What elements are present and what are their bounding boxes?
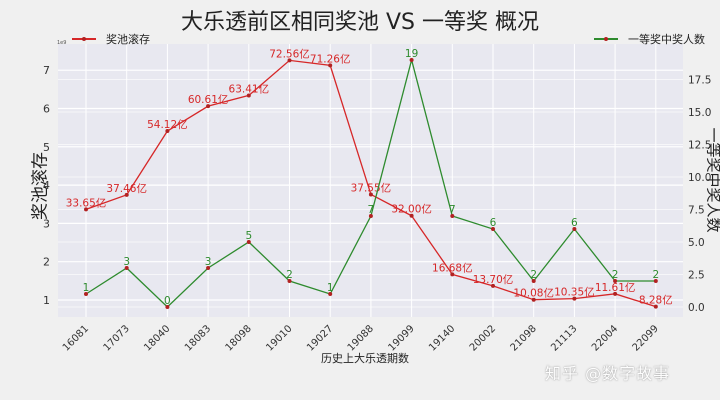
series-winners: 1 3 0 3 5 2 1 7 19 7 6 2 6 2 2 bbox=[83, 48, 659, 309]
data-label: 2 bbox=[652, 269, 659, 281]
data-point-marker bbox=[531, 279, 536, 283]
y-left-tick: 6 bbox=[43, 103, 50, 116]
y-left-tick: 7 bbox=[43, 64, 50, 77]
data-point-marker bbox=[368, 214, 373, 218]
y-left-tick: 4 bbox=[43, 179, 50, 192]
data-point-marker bbox=[450, 272, 455, 277]
data-point-marker bbox=[124, 266, 129, 270]
y-right-tick: 17.5 bbox=[688, 75, 711, 87]
y-right-tick: 5.0 bbox=[688, 237, 705, 249]
data-point-marker bbox=[450, 214, 455, 218]
data-label: 8.28亿 bbox=[639, 294, 673, 307]
data-point-marker bbox=[84, 292, 88, 296]
data-label: 10.08亿 bbox=[513, 287, 554, 300]
data-label: 3 bbox=[205, 256, 212, 268]
y-right-tick: 15.0 bbox=[688, 107, 711, 119]
data-label: 54.12亿 bbox=[147, 118, 188, 131]
data-label: 32.00亿 bbox=[391, 203, 432, 216]
data-point-marker bbox=[613, 279, 618, 283]
data-point-marker bbox=[613, 291, 618, 296]
data-label: 19 bbox=[405, 48, 418, 60]
data-point-marker bbox=[409, 58, 414, 62]
y-axis-right-label: 一等奖中奖人数 bbox=[704, 127, 720, 233]
data-label: 11.61亿 bbox=[595, 281, 636, 294]
data-label: 37.46亿 bbox=[106, 182, 147, 195]
data-point-marker bbox=[206, 104, 211, 109]
data-label: 7 bbox=[368, 204, 375, 216]
data-label: 3 bbox=[123, 256, 130, 268]
data-point-marker bbox=[328, 292, 333, 296]
chart-title: 大乐透前区相同奖池 VS 一等奖 概况 bbox=[181, 10, 539, 35]
data-point-marker bbox=[653, 304, 658, 309]
y-right-tick: 7.5 bbox=[688, 205, 705, 217]
legend-pool-label: 奖池滚存 bbox=[106, 33, 150, 46]
data-point-marker bbox=[165, 305, 170, 309]
data-point-marker bbox=[531, 297, 536, 302]
data-point-marker bbox=[491, 227, 495, 231]
legend-winners: 一等奖中奖人数 bbox=[594, 31, 705, 47]
data-label: 2 bbox=[286, 269, 293, 281]
data-label: 5 bbox=[245, 230, 252, 242]
data-label: 72.56亿 bbox=[269, 47, 310, 60]
data-point-marker bbox=[124, 192, 129, 197]
data-point-marker bbox=[572, 227, 577, 231]
data-label: 71.26亿 bbox=[310, 52, 351, 65]
data-point-marker bbox=[246, 240, 251, 244]
data-point-marker bbox=[246, 93, 251, 98]
data-label: 10.35亿 bbox=[554, 286, 595, 299]
data-point-marker bbox=[572, 296, 577, 301]
data-label: 33.65亿 bbox=[66, 196, 107, 209]
data-point-marker bbox=[491, 283, 495, 288]
legend-pool-line-icon bbox=[72, 36, 96, 41]
data-point-marker bbox=[328, 63, 333, 68]
data-label: 6 bbox=[490, 217, 497, 229]
data-label: 7 bbox=[449, 204, 456, 216]
x-axis-label: 历史上大乐透期数 bbox=[321, 352, 409, 365]
data-label: 0 bbox=[164, 295, 171, 307]
gridlines bbox=[58, 44, 683, 317]
data-point-marker bbox=[84, 207, 88, 212]
data-label: 63.41亿 bbox=[229, 82, 270, 95]
data-point-marker bbox=[287, 279, 292, 283]
y-left-tick: 1 bbox=[43, 294, 50, 307]
data-label: 1 bbox=[83, 282, 90, 294]
data-label: 2 bbox=[530, 269, 537, 281]
y-right-tick: 12.5 bbox=[688, 140, 711, 152]
data-label: 1 bbox=[327, 282, 334, 294]
y-left-tick: 5 bbox=[43, 141, 50, 154]
data-point-marker bbox=[653, 279, 658, 283]
data-label: 2 bbox=[612, 269, 619, 281]
data-point-marker bbox=[409, 213, 414, 218]
data-point-marker bbox=[206, 266, 211, 270]
watermark: 知乎 @数字故事 bbox=[545, 364, 671, 383]
legend-pool: 奖池滚存 bbox=[72, 31, 150, 47]
data-point-marker bbox=[368, 192, 373, 197]
y-right-tick: 0.0 bbox=[688, 302, 705, 314]
data-point-marker bbox=[165, 129, 170, 134]
data-label: 6 bbox=[571, 217, 578, 229]
data-label: 60.61亿 bbox=[188, 93, 229, 106]
y-left-tick: 3 bbox=[43, 217, 50, 230]
data-label: 16.68亿 bbox=[432, 261, 473, 274]
y-right-tick: 10.0 bbox=[688, 172, 711, 184]
y-axis-left-label: 奖池滚存 bbox=[30, 152, 51, 220]
legend-winners-label: 一等奖中奖人数 bbox=[628, 33, 705, 46]
data-label: 37.55亿 bbox=[351, 181, 392, 194]
data-label: 13.70亿 bbox=[473, 273, 514, 286]
y-axis-exponent: 1e9 bbox=[57, 40, 67, 46]
data-point-marker bbox=[287, 58, 292, 63]
y-left-tick: 2 bbox=[43, 256, 50, 269]
y-right-tick: 2.5 bbox=[688, 270, 705, 282]
legend-winners-line-icon bbox=[594, 36, 618, 41]
